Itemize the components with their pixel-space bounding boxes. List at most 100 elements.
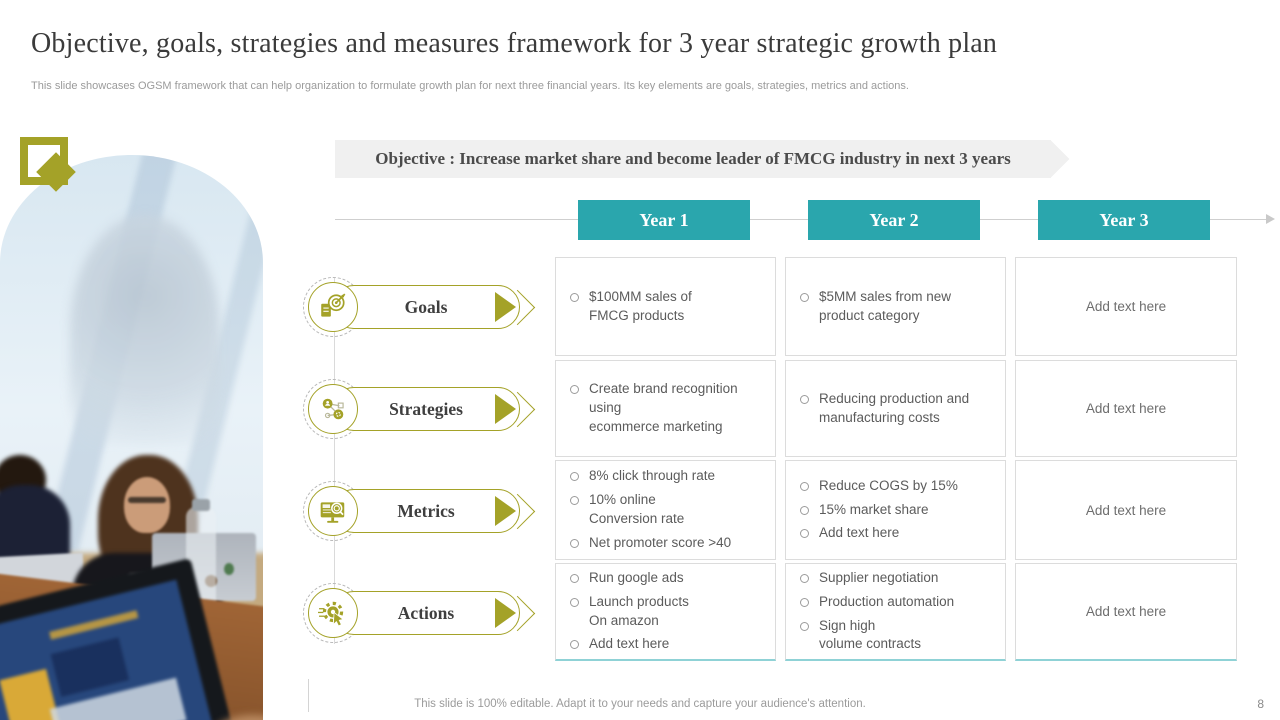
cell-metrics-year1[interactable]: 8% click through rate 10% online Convers…: [555, 460, 776, 560]
footer-note: This slide is 100% editable. Adapt it to…: [414, 698, 866, 710]
meeting-photo: [0, 155, 263, 720]
objective-banner: Objective : Increase market share and be…: [335, 140, 1070, 178]
row-label-goals: Goals: [302, 277, 547, 337]
goals-label: Goals: [404, 296, 448, 317]
circle-bullet-icon: [570, 385, 579, 395]
bullet-item: 8% click through rate: [570, 467, 767, 486]
year-2-header: Year 2: [808, 200, 980, 240]
bullet-text: Sign high volume contracts: [819, 617, 922, 652]
metrics-icon-circle: [308, 486, 358, 536]
bullet-item: Add text here: [800, 524, 997, 543]
cell-goals-year3[interactable]: Add text here: [1015, 257, 1237, 356]
bullet-item: Reduce COGS by 15%: [800, 477, 997, 496]
gear-cursor-icon: [318, 601, 345, 627]
row-label-metrics: Metrics: [302, 481, 547, 541]
objective-text: Objective : Increase market share and be…: [375, 149, 1011, 168]
year-1-label: Year 1: [639, 209, 689, 230]
strategies-label: Strategies: [389, 398, 463, 419]
label-arrow-solid: [495, 496, 516, 526]
bullet-item: Supplier negotiation: [800, 569, 997, 588]
placeholder-text[interactable]: Add text here: [1085, 502, 1167, 518]
circle-bullet-icon: [570, 597, 579, 607]
placeholder-text[interactable]: Add text here: [1085, 299, 1167, 314]
year-3-label: Year 3: [1099, 209, 1149, 230]
cell-goals-year1[interactable]: $100MM sales of FMCG products: [555, 257, 776, 356]
cell-metrics-year2[interactable]: Reduce COGS by 15% 15% market share Add …: [785, 460, 1006, 560]
cell-metrics-year3[interactable]: Add text here: [1015, 460, 1237, 560]
bullet-item: Sign high volume contracts: [800, 617, 997, 655]
bullet-item: Launch products On amazon: [570, 593, 767, 631]
circle-bullet-icon: [570, 640, 579, 650]
screen-content: [50, 637, 130, 697]
banner-arrow-tip: [1032, 140, 1070, 178]
circle-bullet-icon: [570, 292, 579, 302]
circle-bullet-icon: [800, 505, 809, 515]
row-label-strategies: Strategies: [302, 379, 547, 439]
cell-strategies-year1[interactable]: Create brand recognition using ecommerce…: [555, 360, 776, 457]
circle-bullet-icon: [800, 597, 809, 607]
actions-icon-circle: [308, 588, 358, 638]
circle-bullet-icon: [800, 481, 809, 491]
row-label-actions: Actions: [302, 583, 547, 643]
bullet-item: Add text here: [570, 635, 767, 654]
cell-strategies-year2[interactable]: Reducing production and manufacturing co…: [785, 360, 1006, 457]
target-document-icon: [321, 293, 346, 317]
bottle-cap: [192, 499, 210, 511]
bullet-item: $5MM sales from new product category: [800, 288, 997, 326]
screen-content: [49, 610, 139, 640]
bullet-text: Run google ads: [589, 569, 684, 585]
page-title: Objective, goals, strategies and measure…: [31, 28, 998, 59]
circle-bullet-icon: [800, 292, 809, 302]
bullet-item: Production automation: [800, 593, 997, 612]
circle-bullet-icon: [570, 573, 579, 583]
woman-glasses: [128, 497, 166, 503]
cell-actions-year2[interactable]: Supplier negotiation Production automati…: [785, 563, 1006, 661]
bullet-text: 10% online Conversion rate: [589, 492, 685, 526]
metrics-label: Metrics: [397, 500, 455, 521]
building-backdrop: [70, 215, 220, 445]
goals-pill: Goals: [332, 285, 520, 329]
year-1-header: Year 1: [578, 200, 750, 240]
bullet-item: Create brand recognition using ecommerce…: [570, 380, 767, 437]
cell-strategies-year3[interactable]: Add text here: [1015, 360, 1237, 457]
woman-face: [124, 477, 170, 533]
placeholder-text[interactable]: Add text here: [1085, 604, 1167, 619]
bullet-text: $5MM sales from new product category: [819, 288, 952, 323]
bullet-text: Reducing production and manufacturing co…: [819, 390, 970, 425]
label-arrow-solid: [495, 598, 516, 628]
page-number: 8: [1257, 697, 1264, 711]
cell-actions-year3[interactable]: Add text here: [1015, 563, 1237, 661]
bullet-text: 15% market share: [819, 501, 929, 517]
bullet-item: Run google ads: [570, 569, 767, 588]
timeline-arrow-icon: [1266, 214, 1275, 224]
label-arrow-solid: [495, 292, 516, 322]
bullet-text: Launch products On amazon: [589, 593, 689, 628]
circle-bullet-icon: [800, 621, 809, 631]
year-3-header: Year 3: [1038, 200, 1210, 240]
circle-bullet-icon: [570, 496, 579, 506]
circle-bullet-icon: [800, 529, 809, 539]
bullet-text: Create brand recognition using ecommerce…: [589, 381, 738, 434]
bullet-text: 8% click through rate: [589, 468, 716, 484]
circle-bullet-icon: [570, 472, 579, 482]
actions-pill: Actions: [332, 591, 520, 635]
bullet-text[interactable]: Add text here: [819, 525, 900, 541]
cell-goals-year2[interactable]: $5MM sales from new product category: [785, 257, 1006, 356]
goals-icon-circle: [308, 282, 358, 332]
year-2-label: Year 2: [869, 209, 919, 230]
bullet-item: $100MM sales of FMCG products: [570, 288, 767, 326]
bullet-text: Net promoter score >40: [589, 534, 732, 550]
strategies-pill: Strategies: [332, 387, 520, 431]
network-nodes-icon: [322, 398, 344, 420]
bullet-item: Net promoter score >40: [570, 534, 767, 553]
cell-actions-year1[interactable]: Run google ads Launch products On amazon…: [555, 563, 776, 661]
actions-label: Actions: [397, 602, 455, 623]
strategies-icon-circle: [308, 384, 358, 434]
circle-bullet-icon: [800, 394, 809, 404]
bullet-text[interactable]: Add text here: [589, 636, 670, 652]
placeholder-text[interactable]: Add text here: [1085, 401, 1167, 416]
bullet-text: Reduce COGS by 15%: [819, 477, 958, 493]
laptop-sticker: [224, 563, 234, 575]
bullet-text: $100MM sales of FMCG products: [589, 288, 692, 323]
